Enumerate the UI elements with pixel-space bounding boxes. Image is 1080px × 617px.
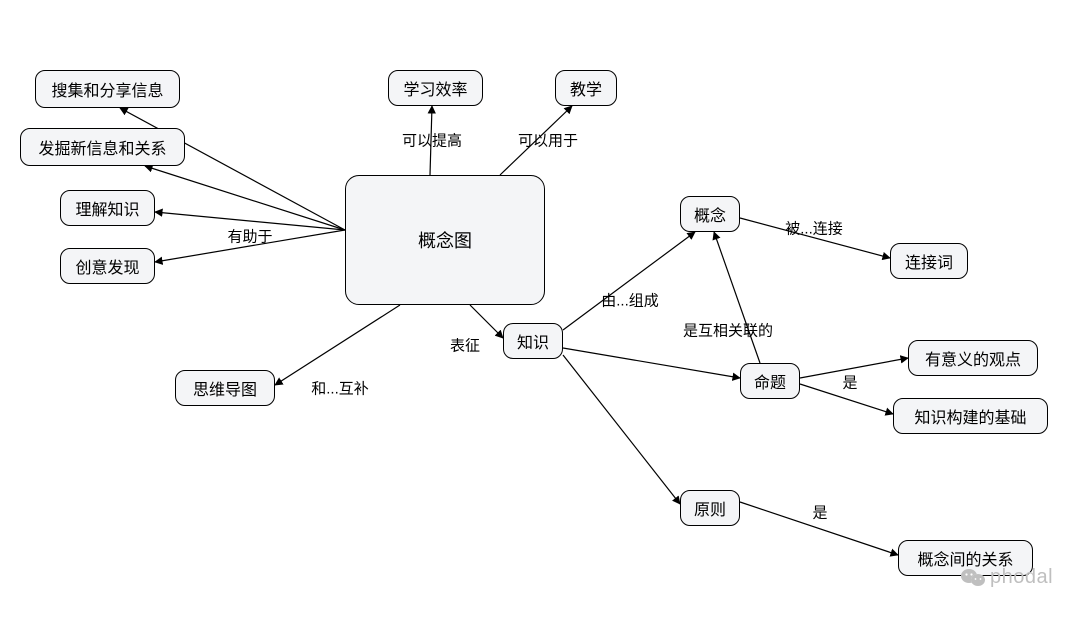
edge-label-proposition-concept: 是互相关联的 xyxy=(683,320,773,341)
edge-knowledge-principle xyxy=(563,355,680,504)
edge-label-knowledge-concept: 由...组成 xyxy=(601,290,659,311)
edge-label-principle-relation: 是 xyxy=(812,502,827,523)
edge-label-center-mindmap: 和...互补 xyxy=(311,378,369,399)
node-principle: 原则 xyxy=(680,490,740,526)
node-knowledge: 知识 xyxy=(503,323,563,359)
edge-label-center-collect: 有助于 xyxy=(227,226,272,247)
edge-label-concept-connector: 被...连接 xyxy=(785,218,843,239)
node-discover: 发掘新信息和关系 xyxy=(20,128,185,166)
node-collect: 搜集和分享信息 xyxy=(35,70,180,108)
node-proposition: 命题 xyxy=(740,363,800,399)
node-teaching: 教学 xyxy=(555,70,617,106)
concept-map-canvas: 概念图 搜集和分享信息发掘新信息和关系理解知识创意发现 学习效率 教学思维导图 知识 概念… xyxy=(0,0,1080,617)
node-understand: 理解知识 xyxy=(60,190,155,226)
edge-label-center-efficiency: 可以提高 xyxy=(402,130,462,151)
node-center: 概念图 xyxy=(345,175,545,305)
node-meaningful: 有意义的观点 xyxy=(908,340,1038,376)
edge-label-proposition-meaningful: 是 xyxy=(842,372,857,393)
node-basis: 知识构建的基础 xyxy=(893,398,1048,434)
node-creative: 创意发现 xyxy=(60,248,155,284)
watermark: phodal xyxy=(960,566,1053,589)
edge-center-discover xyxy=(145,166,345,230)
watermark-text: phodal xyxy=(990,566,1053,588)
edge-knowledge-proposition xyxy=(563,348,740,378)
edge-proposition-concept xyxy=(714,232,760,363)
edge-center-mindmap xyxy=(275,305,400,385)
node-connector: 连接词 xyxy=(890,243,968,279)
edge-label-center-teaching: 可以用于 xyxy=(518,130,578,151)
edge-label-center-knowledge: 表征 xyxy=(450,335,480,356)
edge-center-knowledge xyxy=(470,305,503,338)
node-concept: 概念 xyxy=(680,196,740,232)
node-mindmap: 思维导图 xyxy=(175,370,275,406)
node-efficiency: 学习效率 xyxy=(388,70,483,106)
edge-knowledge-concept xyxy=(563,232,695,330)
wechat-icon xyxy=(960,567,986,589)
